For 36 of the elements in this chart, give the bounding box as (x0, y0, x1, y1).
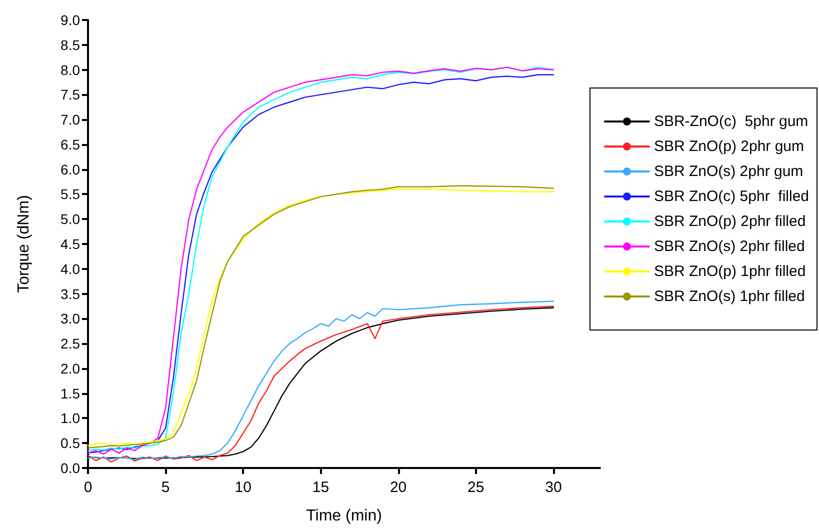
y-tick-label: 1.0 (60, 410, 80, 426)
legend-label: SBR-ZnO(c) 5phr gum (654, 113, 808, 130)
y-tick-label: 6.5 (60, 136, 80, 152)
x-tick-label: 5 (161, 479, 170, 496)
y-tick-label: 6.0 (60, 161, 80, 178)
y-tick-label: 0.0 (60, 460, 80, 476)
x-tick-label: 0 (84, 479, 92, 496)
legend-label: SBR ZnO(p) 2phr filled (654, 213, 806, 230)
y-tick-label: 2.0 (60, 360, 80, 376)
y-tick-label: 7.5 (60, 86, 80, 103)
legend-label: SBR ZnO(c) 5phr filled (654, 188, 809, 205)
y-tick-label: 4.0 (60, 260, 80, 277)
x-tick-label: 10 (234, 479, 252, 496)
y-axis-title: Torque (dNm) (16, 195, 32, 293)
x-tick-label: 25 (468, 479, 484, 496)
x-tick-label: 20 (390, 479, 407, 496)
y-tick-label: 0.5 (60, 435, 80, 452)
y-tick-label: 5.5 (60, 186, 80, 202)
x-axis-title: Time (min) (306, 508, 382, 524)
legend-label: SBR ZnO(s) 2phr filled (654, 238, 805, 255)
legend-label: SBR ZnO(s) 1phr filled (654, 288, 805, 305)
x-tick-label: 30 (545, 479, 562, 496)
legend-label: SBR ZnO(p) 2phr gum (654, 138, 804, 155)
y-tick-label: 8.0 (60, 62, 80, 78)
y-tick-label: 4.5 (60, 236, 80, 252)
y-tick-label: 2.5 (60, 336, 80, 352)
y-tick-label: 9.0 (60, 12, 80, 28)
y-tick-label: 1.5 (60, 385, 80, 402)
y-tick-label: 8.5 (60, 36, 80, 53)
y-tick-label: 3.0 (60, 310, 80, 327)
y-tick-label: 5.0 (60, 211, 80, 228)
x-tick-label: 15 (312, 479, 330, 496)
legend-label: SBR ZnO(p) 1phr filled (654, 263, 806, 280)
legend-label: SBR ZnO(s) 2phr gum (654, 163, 804, 180)
y-tick-label: 3.5 (60, 286, 80, 302)
y-tick-label: 7.0 (60, 112, 80, 128)
